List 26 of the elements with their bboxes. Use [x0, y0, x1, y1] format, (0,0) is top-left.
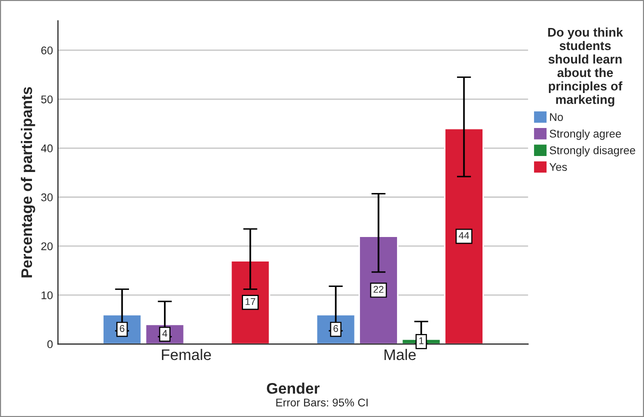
data-label: 22: [374, 286, 384, 293]
legend-title: Do you think students should learn about the principles of marketing: [548, 28, 624, 107]
y-tick-label: 50: [41, 95, 53, 104]
y-tick-label: 40: [40, 144, 53, 152]
y-tick-label: 10: [42, 291, 53, 300]
bar: [444, 128, 484, 344]
y-tick-label: 0: [47, 340, 53, 348]
x-tick-label: Female: [162, 348, 211, 360]
data-label: 4: [162, 330, 168, 337]
data-label: 44: [458, 232, 470, 239]
data-label: 6: [120, 325, 124, 332]
y-tick-label: 30: [41, 193, 53, 202]
data-label: 1: [419, 337, 424, 344]
y-axis-title: Percentage of participants: [20, 87, 36, 278]
y-tick-label: 60: [41, 46, 53, 54]
data-label: 6: [334, 325, 338, 332]
legend-label: Strongly disagree: [550, 146, 636, 156]
bar: [358, 236, 398, 344]
legend-label: No: [550, 113, 563, 121]
x-axis-title: Gender: [266, 382, 320, 394]
legend-label: Strongly agree: [550, 129, 621, 140]
text: Error Bars: 95% CI: [276, 398, 368, 406]
y-tick-label: 20: [41, 242, 53, 250]
legend-label: Yes: [549, 163, 567, 171]
data-label: 17: [246, 298, 256, 305]
x-tick-label: Male: [384, 348, 416, 360]
